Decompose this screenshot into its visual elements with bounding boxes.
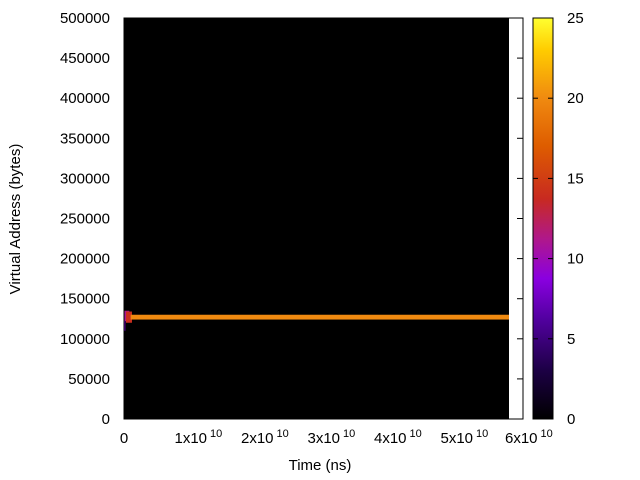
heatmap-cell	[130, 314, 509, 320]
colorbar-tick-label: 10	[567, 251, 584, 268]
x-axis-title: Time (ns)	[289, 457, 352, 474]
y-tick-label: 400000	[60, 90, 110, 107]
colorbar	[532, 17, 554, 420]
x-tick-label: 6x10 10	[505, 428, 553, 447]
heatmap-cell	[125, 311, 132, 323]
y-tick-label: 150000	[60, 291, 110, 308]
y-tick-label: 350000	[60, 130, 110, 147]
y-tick-label: 0	[102, 411, 110, 428]
x-tick-label: 5x10 10	[441, 428, 489, 447]
y-tick-label: 50000	[68, 371, 110, 388]
y-tick-label: 200000	[60, 251, 110, 268]
y-tick-label: 100000	[60, 331, 110, 348]
y-tick-label: 500000	[60, 10, 110, 27]
y-tick-label: 250000	[60, 211, 110, 228]
colorbar-tick-label: 15	[567, 170, 584, 187]
heatmap-background	[124, 18, 509, 419]
y-axis-title: Virtual Address (bytes)	[7, 144, 24, 295]
colorbar-tick-label: 0	[567, 411, 575, 428]
x-tick-label: 3x10 10	[308, 428, 356, 447]
colorbar-tick-label: 5	[567, 331, 575, 348]
x-tick-label: 4x10 10	[374, 428, 422, 447]
x-tick-label: 0	[120, 430, 128, 447]
y-tick-label: 300000	[60, 170, 110, 187]
x-tick-label: 1x10 10	[175, 428, 223, 447]
y-tick-label: 450000	[60, 50, 110, 67]
colorbar-tick-label: 20	[567, 90, 584, 107]
colorbar-tick-label: 25	[567, 10, 584, 27]
heatmap-cell	[124, 314, 126, 331]
x-tick-label: 2x10 10	[241, 428, 289, 447]
